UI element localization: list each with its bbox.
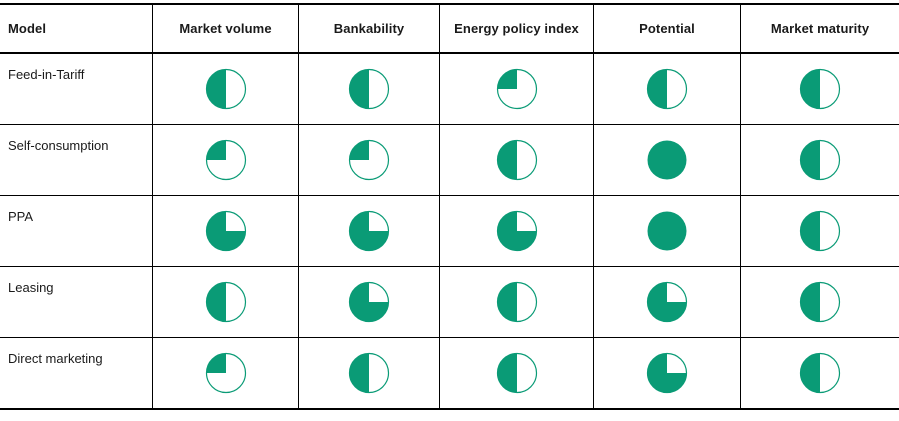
harvey-ball-cell [299,196,440,266]
row-label: Leasing [0,267,153,337]
harvey-ball-icon [647,211,687,251]
harvey-ball-icon [348,352,390,394]
table-row: Direct marketing [0,338,899,408]
harvey-ball-cell [741,125,899,195]
harvey-ball-icon [799,139,841,181]
harvey-ball-cell [594,267,741,337]
harvey-ball-table: Model Market volume Bankability Energy poli… [0,3,899,410]
table-row: Leasing [0,267,899,338]
harvey-ball-comparison-figure: Model Market volume Bankability Energy poli… [0,3,899,410]
harvey-ball-icon [205,281,246,323]
harvey-ball-icon [205,68,246,110]
harvey-ball-icon [348,68,390,110]
harvey-ball-cell [741,54,899,124]
harvey-ball-cell [440,196,594,266]
harvey-ball-icon [647,140,687,180]
harvey-ball-icon [799,210,841,252]
harvey-ball-cell [299,54,440,124]
harvey-ball-icon [799,68,841,110]
harvey-ball-icon [205,210,246,252]
harvey-ball-cell [440,54,594,124]
harvey-ball-cell [153,196,299,266]
harvey-ball-cell [440,338,594,408]
harvey-ball-cell [594,125,741,195]
harvey-ball-icon [646,281,688,323]
harvey-ball-cell [153,338,299,408]
harvey-ball-cell [440,267,594,337]
harvey-ball-icon [646,352,688,394]
harvey-ball-cell [594,338,741,408]
harvey-ball-cell [299,267,440,337]
harvey-ball-icon [496,352,537,394]
row-label: PPA [0,196,153,266]
harvey-ball-cell [299,125,440,195]
column-header: Market volume [153,5,299,52]
harvey-ball-cell [594,196,741,266]
column-header: Energy policy index [440,5,594,52]
harvey-ball-cell [153,54,299,124]
harvey-ball-icon [348,281,390,323]
harvey-ball-cell [299,338,440,408]
harvey-ball-icon [348,210,390,252]
harvey-ball-icon [799,352,841,394]
column-header: Potential [594,5,741,52]
harvey-ball-cell [594,54,741,124]
harvey-ball-icon [205,352,246,394]
harvey-ball-cell [440,125,594,195]
harvey-ball-cell [153,267,299,337]
harvey-ball-icon [646,68,688,110]
table-row: Self-consumption [0,125,899,196]
harvey-ball-cell [741,338,899,408]
table-header-row: Model Market volume Bankability Energy poli… [0,5,899,54]
column-header: Model [0,5,153,52]
harvey-ball-icon [799,281,841,323]
harvey-ball-icon [205,139,246,181]
harvey-ball-icon [496,281,537,323]
harvey-ball-icon [496,210,537,252]
harvey-ball-icon [348,139,390,181]
harvey-ball-cell [741,267,899,337]
row-label: Feed-in-Tariff [0,54,153,124]
harvey-ball-icon [496,68,537,110]
column-header: Market maturity [770,21,870,36]
table-row: Feed-in-Tariff [0,54,899,125]
row-label: Direct marketing [0,338,153,408]
table-row: PPA [0,196,899,267]
row-label: Self-consumption [0,125,153,195]
harvey-ball-icon [496,139,537,181]
column-header: Bankability [299,5,440,52]
harvey-ball-cell [153,125,299,195]
harvey-ball-cell [741,196,899,266]
